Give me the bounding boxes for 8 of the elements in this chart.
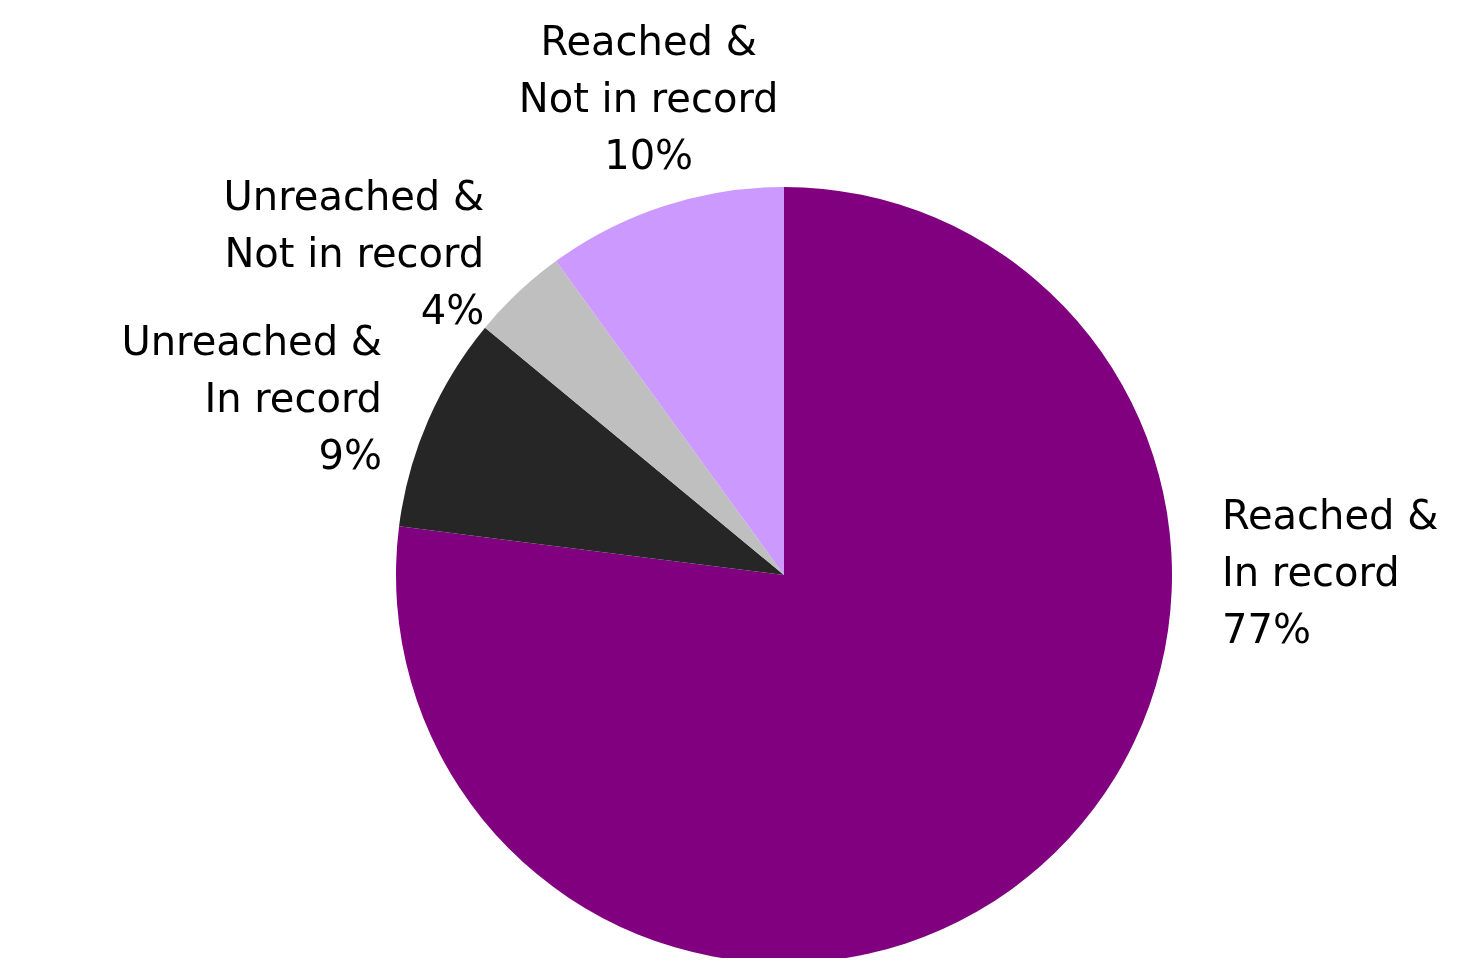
slice-label: Unreached & Not in record: [223, 172, 485, 276]
slice-label: Unreached & In record: [121, 318, 383, 422]
data-label: 9%: [318, 432, 383, 479]
slice-label: Reached & In record: [1222, 492, 1439, 595]
slice-label: Reached & Not in record: [518, 18, 779, 122]
data-label: 10%: [604, 132, 694, 179]
data-label: 4%: [420, 286, 485, 333]
data-label: 77%: [1222, 606, 1311, 652]
